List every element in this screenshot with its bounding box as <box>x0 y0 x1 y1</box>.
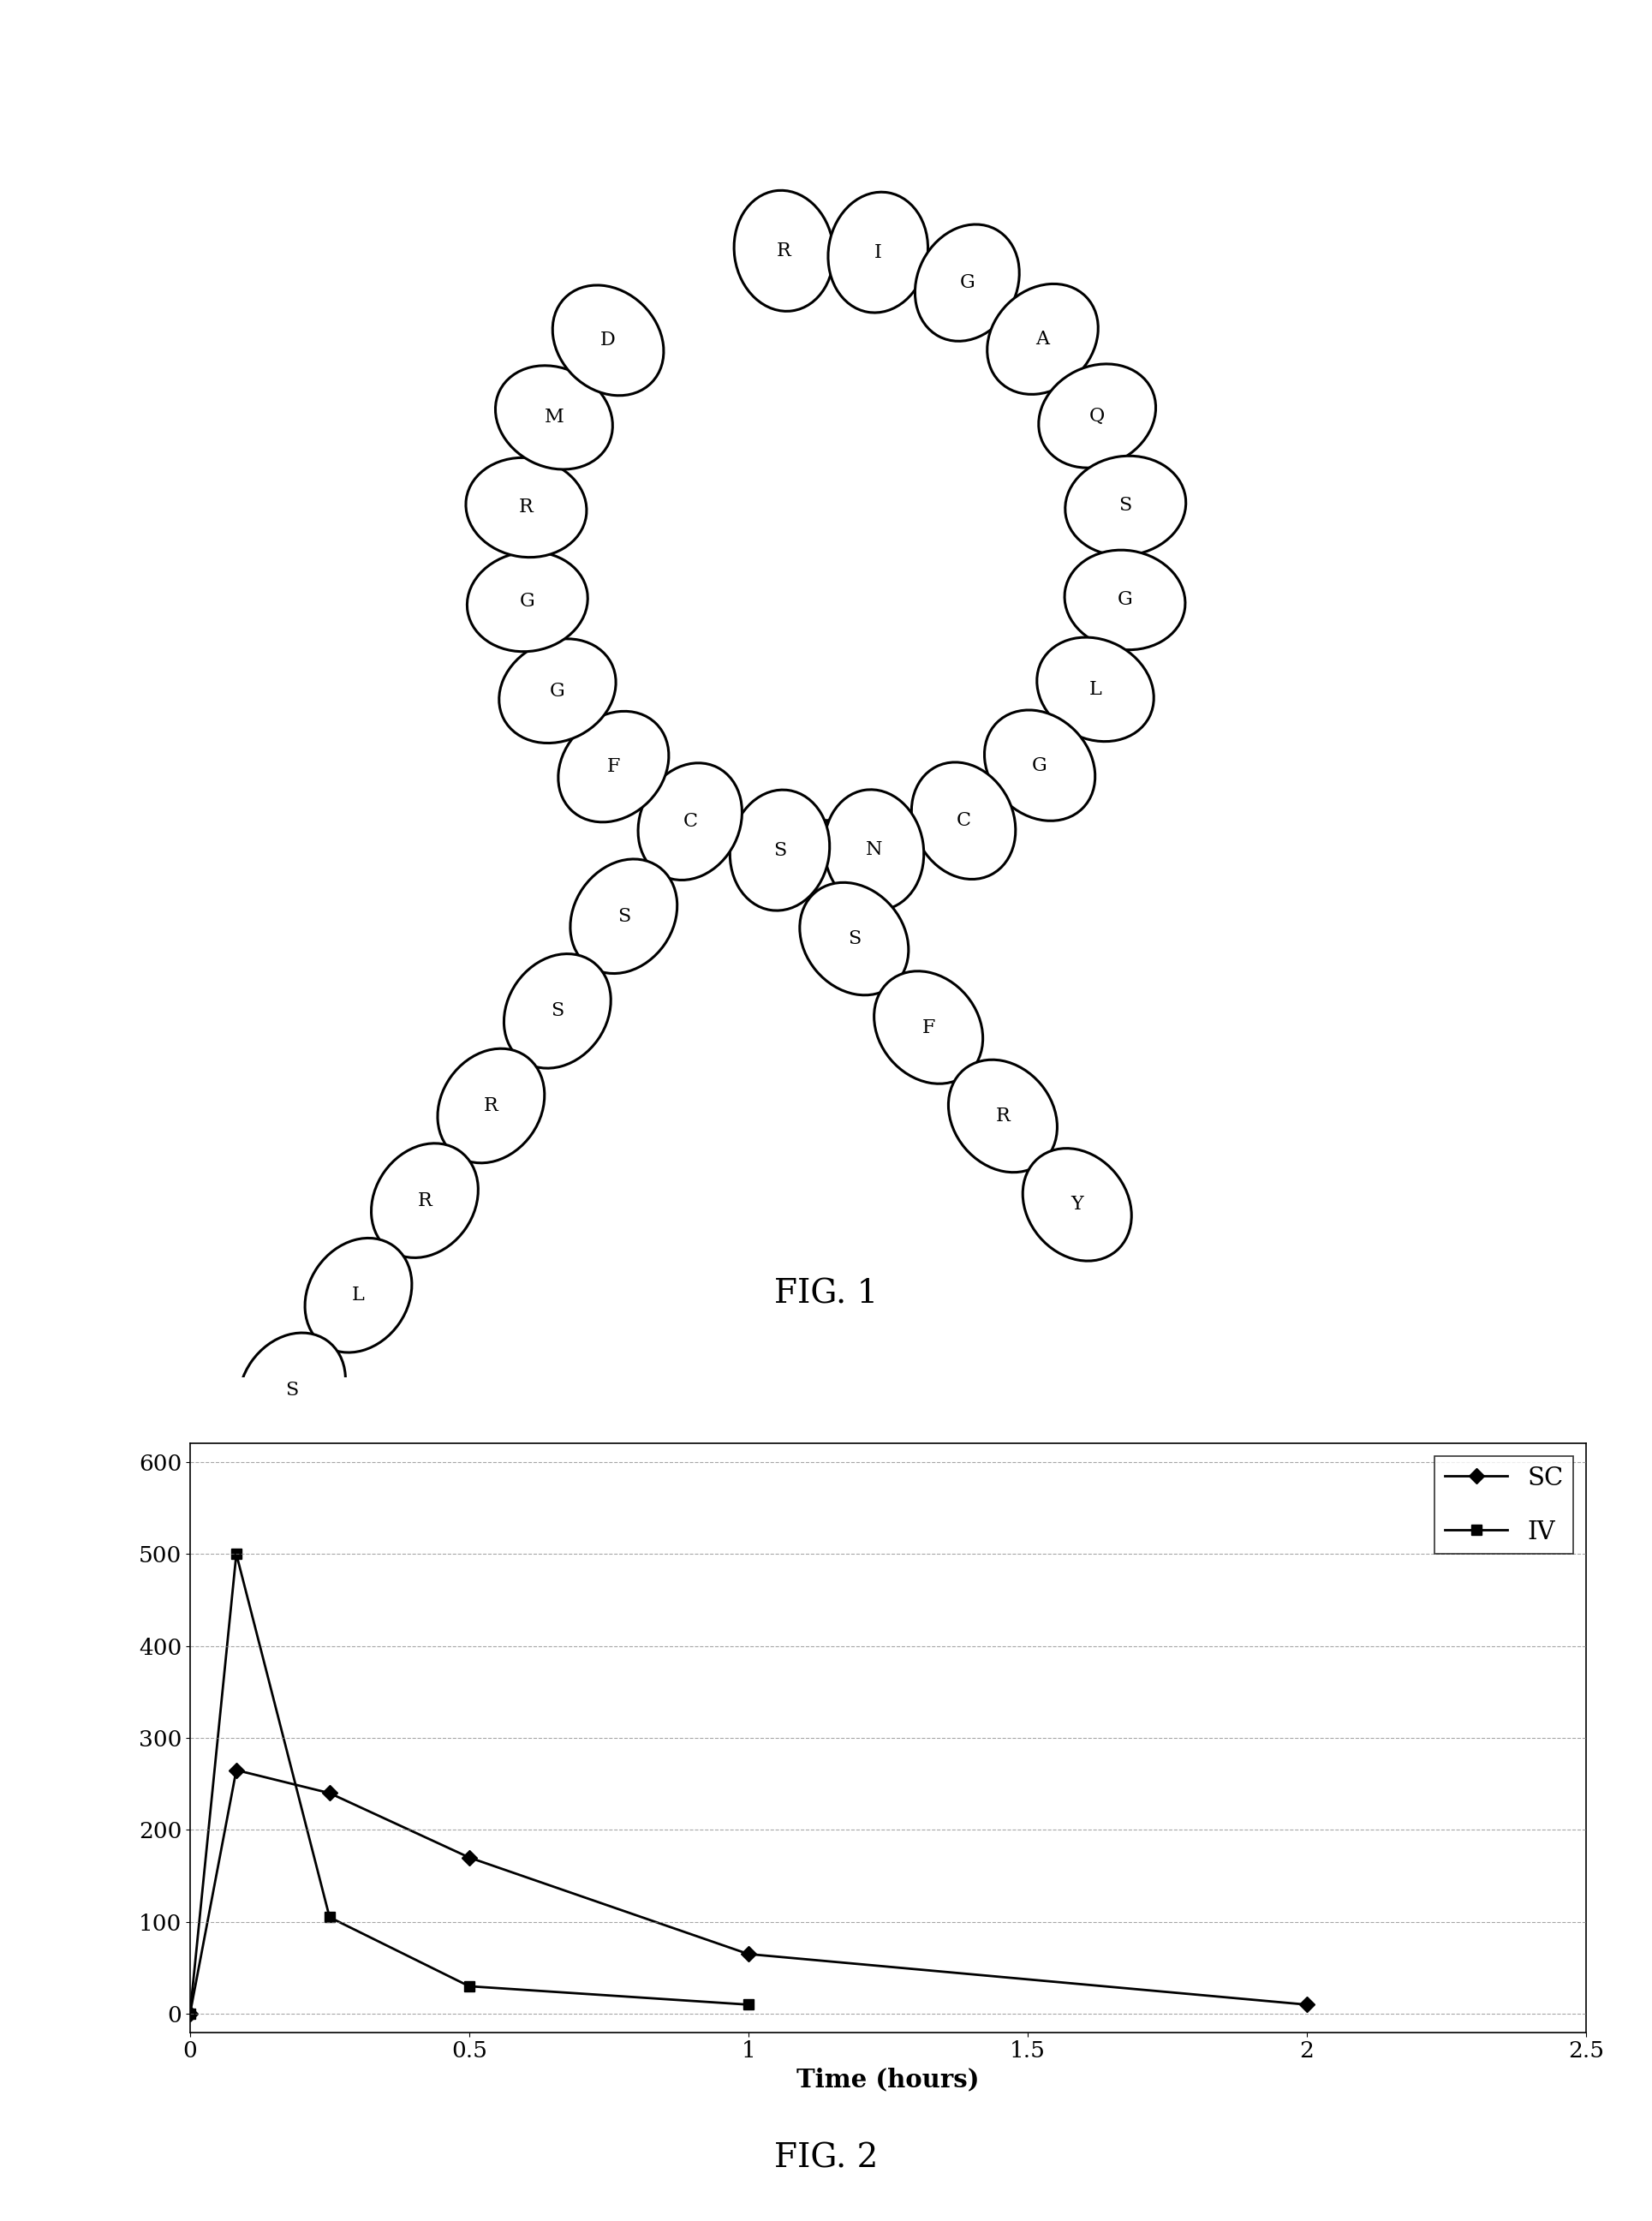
Text: F: F <box>922 1017 935 1037</box>
Ellipse shape <box>824 791 923 911</box>
Ellipse shape <box>985 711 1095 822</box>
Legend: SC, IV: SC, IV <box>1436 1457 1573 1555</box>
Text: S: S <box>618 906 631 926</box>
SC <box>738 1941 758 1968</box>
Ellipse shape <box>570 860 677 973</box>
Text: S: S <box>847 928 861 948</box>
IV <box>226 1541 246 1568</box>
Text: F: F <box>606 757 620 775</box>
Text: S: S <box>1118 495 1132 515</box>
SC <box>459 1843 479 1870</box>
Text: N: N <box>866 840 882 860</box>
Ellipse shape <box>504 953 611 1068</box>
Text: S: S <box>550 1002 563 1019</box>
Text: FIG. 1: FIG. 1 <box>775 1279 877 1310</box>
SC <box>226 1757 246 1783</box>
Ellipse shape <box>1064 551 1184 651</box>
Ellipse shape <box>238 1333 345 1448</box>
Text: G: G <box>1117 591 1133 609</box>
Text: Y: Y <box>1070 1195 1084 1215</box>
Text: L: L <box>1089 680 1102 700</box>
Text: R: R <box>776 242 791 260</box>
Text: R: R <box>996 1106 1009 1126</box>
Ellipse shape <box>828 191 928 313</box>
Ellipse shape <box>1039 364 1156 469</box>
Ellipse shape <box>1037 637 1153 742</box>
Ellipse shape <box>730 791 829 911</box>
Text: R: R <box>484 1097 499 1115</box>
Text: M: M <box>544 409 563 426</box>
Ellipse shape <box>558 711 669 822</box>
IV <box>320 1903 340 1930</box>
Ellipse shape <box>306 1237 411 1353</box>
Ellipse shape <box>800 882 909 995</box>
Text: FIG. 2: FIG. 2 <box>775 2143 877 2174</box>
Ellipse shape <box>372 1144 477 1257</box>
IV <box>459 1972 479 1999</box>
Text: G: G <box>550 682 565 700</box>
Text: A: A <box>1036 329 1049 349</box>
Text: S: S <box>773 842 786 860</box>
Ellipse shape <box>438 1048 545 1164</box>
Text: I: I <box>874 242 882 262</box>
Ellipse shape <box>499 640 616 744</box>
Ellipse shape <box>638 764 742 880</box>
Text: G: G <box>1032 755 1047 775</box>
Ellipse shape <box>912 762 1016 880</box>
IV <box>180 2001 200 2028</box>
IV <box>738 1992 758 2019</box>
Ellipse shape <box>988 284 1099 395</box>
Text: L: L <box>352 1286 365 1304</box>
Text: D: D <box>601 331 616 349</box>
Text: Q: Q <box>1089 406 1105 424</box>
Ellipse shape <box>552 284 664 395</box>
X-axis label: Time (hours): Time (hours) <box>796 2068 980 2092</box>
SC <box>320 1779 340 1806</box>
Ellipse shape <box>915 224 1019 342</box>
Line: SC: SC <box>185 1766 1312 2019</box>
Text: R: R <box>418 1190 431 1210</box>
Ellipse shape <box>468 551 588 651</box>
Ellipse shape <box>466 458 586 557</box>
Text: C: C <box>957 811 971 831</box>
Text: G: G <box>960 273 975 293</box>
Ellipse shape <box>733 191 834 311</box>
Text: G: G <box>520 593 535 611</box>
Text: R: R <box>519 498 534 517</box>
Ellipse shape <box>1023 1148 1132 1262</box>
Line: IV: IV <box>185 1548 753 2019</box>
Text: C: C <box>682 813 697 831</box>
SC <box>1297 1992 1317 2019</box>
Text: S: S <box>286 1381 299 1399</box>
Ellipse shape <box>496 366 613 469</box>
Ellipse shape <box>1066 455 1186 555</box>
Ellipse shape <box>874 971 983 1084</box>
SC <box>180 2001 200 2028</box>
Ellipse shape <box>948 1059 1057 1173</box>
